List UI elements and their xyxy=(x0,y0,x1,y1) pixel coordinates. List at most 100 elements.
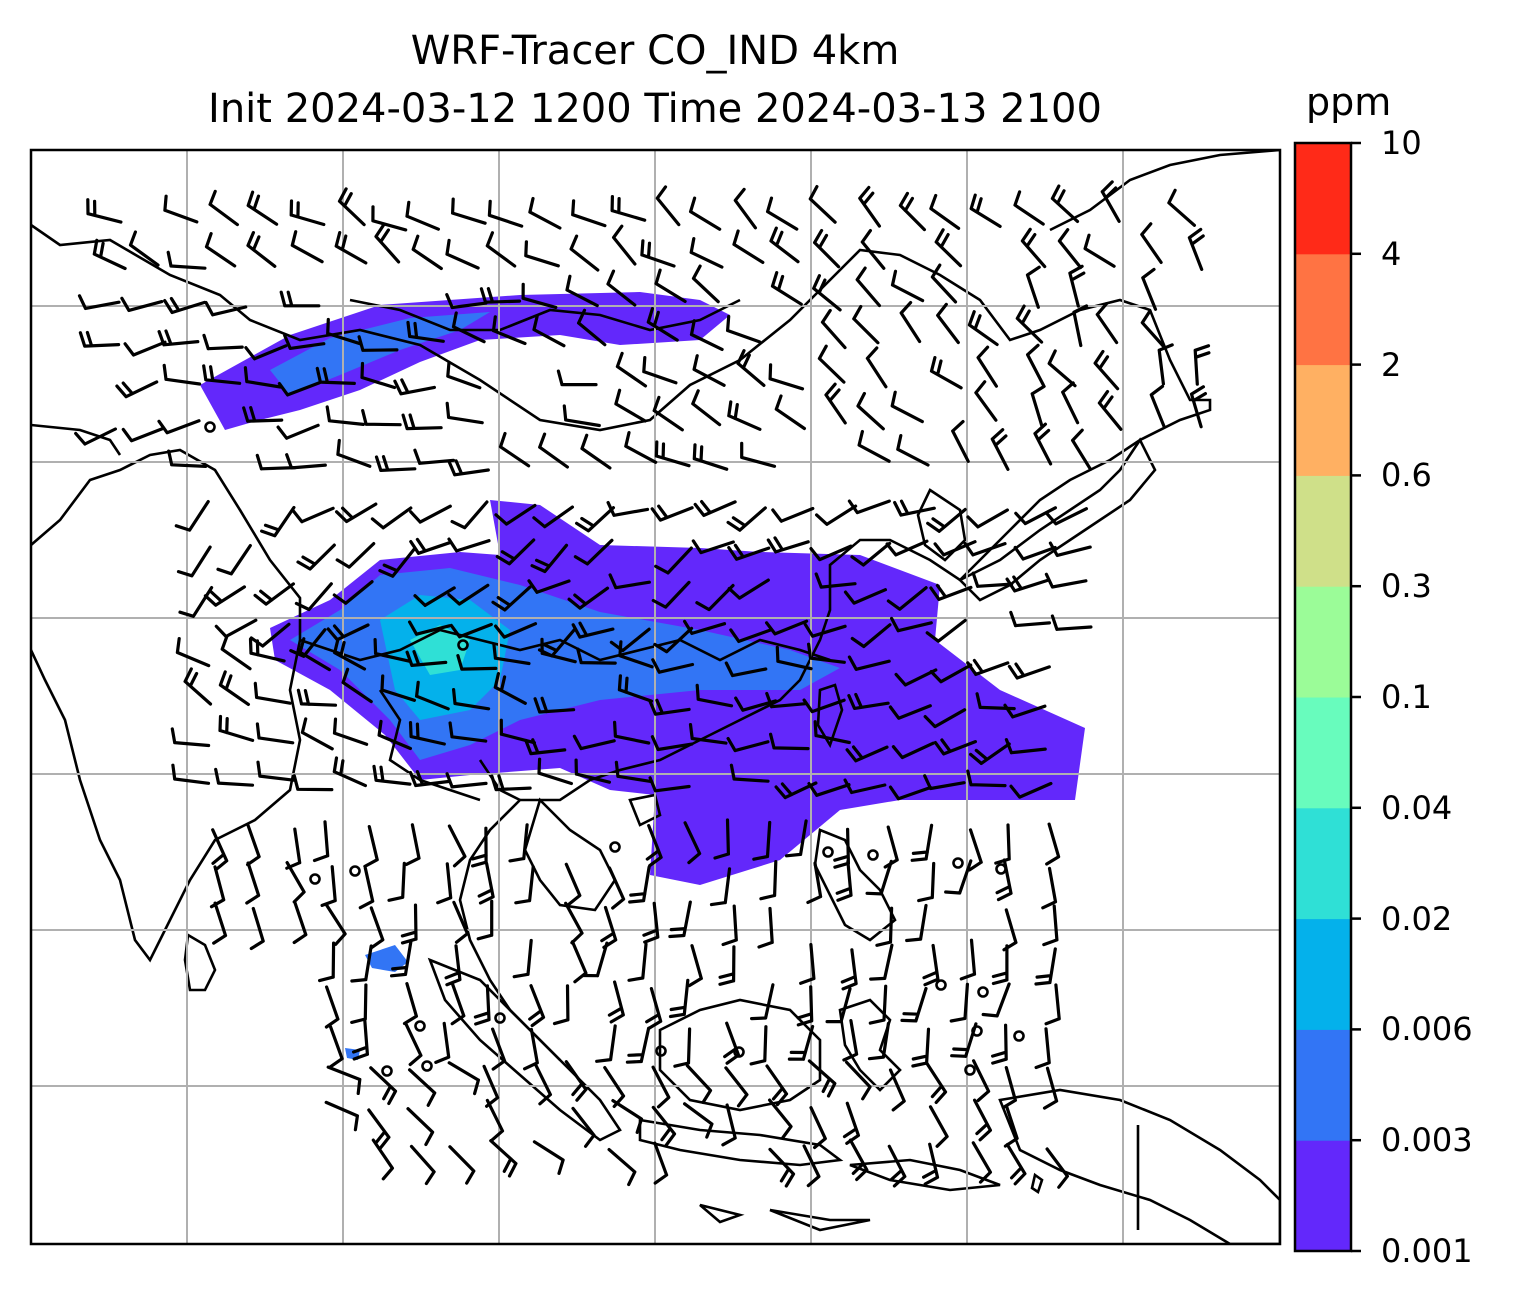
wind-barb xyxy=(689,237,724,269)
wind-barb xyxy=(350,944,373,983)
wind-barb xyxy=(933,540,977,557)
wind-barb xyxy=(867,1021,890,1061)
wind-barb xyxy=(174,500,210,532)
wind-barb xyxy=(888,785,933,801)
wind-barb xyxy=(750,983,775,1021)
wind-barb xyxy=(246,190,279,226)
wind-barb xyxy=(850,623,892,649)
wind-barb xyxy=(685,1064,713,1104)
wind-barb xyxy=(540,637,577,664)
wind-barb xyxy=(479,287,522,304)
wind-barb xyxy=(404,823,421,866)
wind-barb xyxy=(929,583,973,601)
wind-barb xyxy=(885,539,929,557)
colorbar-tick-label: 0.6 xyxy=(1381,456,1432,495)
wind-barb xyxy=(369,906,385,950)
wind-barb xyxy=(492,642,531,666)
wind-barb xyxy=(312,820,330,863)
wind-barb xyxy=(163,296,207,315)
wind-barb xyxy=(242,406,284,423)
calm-wind-marker xyxy=(381,1065,393,1077)
wind-barb xyxy=(651,580,691,609)
wind-barb xyxy=(1149,384,1166,428)
wind-barb xyxy=(170,727,211,748)
wind-barb xyxy=(406,1107,435,1147)
wind-barb xyxy=(350,983,368,1024)
wind-barb xyxy=(653,1141,669,1185)
wind-barb xyxy=(857,429,891,463)
wind-barb xyxy=(726,506,767,532)
wind-barb xyxy=(447,824,467,868)
wind-barb xyxy=(856,391,885,431)
wind-barb xyxy=(494,622,538,639)
calm-wind-marker xyxy=(935,979,947,991)
wind-barb xyxy=(285,453,327,470)
wind-barb xyxy=(654,268,687,303)
map-frame xyxy=(29,148,1282,1246)
wind-barb xyxy=(1187,227,1205,271)
wind-barb xyxy=(923,708,967,729)
wind-barb xyxy=(447,537,491,553)
wind-barb xyxy=(532,1140,565,1175)
wind-barb xyxy=(802,698,846,714)
wind-barb xyxy=(721,904,738,947)
coastline-indochina xyxy=(523,797,617,912)
wind-barb xyxy=(167,449,208,468)
colorbar-tick-label: 0.003 xyxy=(1381,1121,1473,1160)
colorbar-segment xyxy=(1295,364,1351,476)
wind-barb xyxy=(564,1060,588,1102)
wind-barb xyxy=(514,865,535,905)
wind-barb xyxy=(1033,422,1053,466)
wind-barb xyxy=(332,717,369,746)
wind-barb xyxy=(809,544,853,562)
wind-barb xyxy=(807,1059,837,1098)
wind-barb xyxy=(360,361,397,390)
wind-barb xyxy=(765,1064,789,1107)
wind-barb xyxy=(723,1021,741,1065)
wind-barb xyxy=(949,982,969,1023)
wind-barb xyxy=(245,861,261,905)
wind-barb xyxy=(1045,507,1088,526)
wind-barb xyxy=(1097,390,1123,431)
wind-barb xyxy=(524,240,560,268)
wind-barb xyxy=(765,619,809,636)
wind-barb xyxy=(527,579,571,594)
coastline-mainland-asia xyxy=(31,223,1212,1061)
wind-barbs xyxy=(74,180,1211,1189)
wind-barb xyxy=(1044,983,1061,1026)
wind-barb xyxy=(651,1105,677,1147)
wind-barb xyxy=(405,200,440,231)
wind-barb xyxy=(808,185,837,224)
wind-barb xyxy=(752,820,772,861)
wind-barb xyxy=(813,228,841,269)
border-interior-2 xyxy=(378,689,481,802)
wind-barb xyxy=(648,698,691,716)
colorbar-segment xyxy=(1295,1029,1351,1141)
wind-barb xyxy=(966,769,1007,788)
wind-barb xyxy=(448,1145,476,1185)
wind-barb xyxy=(202,364,242,385)
wind-barb xyxy=(991,1023,1008,1065)
wind-barb xyxy=(485,231,517,268)
wind-barb xyxy=(721,1103,737,1147)
wind-barb xyxy=(642,356,678,385)
wind-barb xyxy=(749,1025,768,1066)
wind-barb xyxy=(898,191,926,232)
map-title: WRF-Tracer CO_IND 4km xyxy=(410,28,900,74)
wind-barb xyxy=(1004,738,1047,755)
wind-barb xyxy=(291,506,335,524)
wind-barb xyxy=(726,314,762,344)
wind-barb xyxy=(294,582,333,612)
wind-barb xyxy=(532,314,566,348)
wind-barb xyxy=(1026,343,1045,387)
wind-barb xyxy=(1048,541,1092,557)
wind-barb xyxy=(1013,545,1057,561)
wind-barb xyxy=(802,1144,821,1188)
coastline-java xyxy=(638,1118,844,1167)
wind-barb xyxy=(727,400,762,431)
wind-barb xyxy=(120,296,164,312)
wind-barb xyxy=(768,1147,796,1188)
wind-barb xyxy=(456,654,498,671)
wind-barb xyxy=(436,862,453,905)
